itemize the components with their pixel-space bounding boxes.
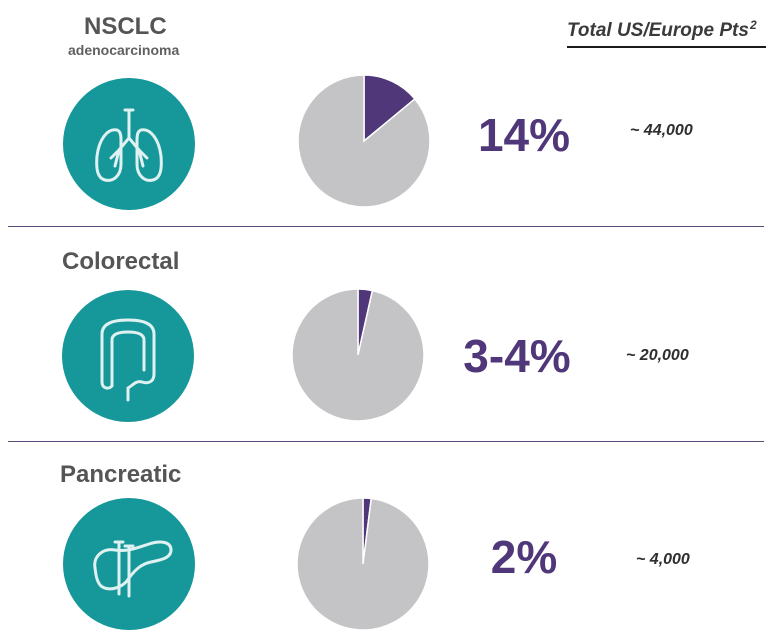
row-colorectal: Colorectal 3-4% ~ 20,000 [0, 226, 774, 441]
row-title: NSCLC [84, 13, 167, 40]
percent-value: 14% [477, 109, 571, 161]
percent-value: 2% [490, 531, 558, 583]
pancreas-icon [63, 498, 195, 630]
patient-count: ~ 44,000 [630, 122, 693, 139]
row-nsclc: NSCLC adenocarcinoma 14% ~ 44,000 [0, 0, 774, 226]
patient-count: ~ 20,000 [626, 347, 689, 364]
row-divider [8, 226, 764, 227]
patient-count: ~ 4,000 [636, 551, 690, 568]
pie-slice-remainder [291, 288, 425, 422]
colon-icon [62, 290, 194, 422]
header-underline [567, 46, 766, 48]
row-subtitle: adenocarcinoma [68, 42, 180, 58]
pie-chart-nsclc [297, 74, 431, 208]
row-divider [8, 441, 764, 442]
total-patients-header: Total US/Europe Pts2 [567, 18, 767, 48]
row-title: Colorectal [62, 248, 180, 275]
percent-value: 3-4% [463, 330, 571, 382]
pie-slice-highlight [363, 74, 416, 143]
pie-chart-colorectal [291, 288, 425, 422]
pie-slice-remainder [297, 74, 431, 208]
header-footnote: 2 [749, 18, 757, 32]
row-pancreatic: Pancreatic 2% ~ 4,000 [0, 441, 774, 639]
pie-chart-pancreatic [296, 497, 430, 631]
pie-slice-remainder [296, 497, 430, 631]
lungs-icon [63, 78, 195, 210]
row-title: Pancreatic [60, 461, 182, 488]
header-text: Total US/Europe Pts [567, 20, 749, 42]
